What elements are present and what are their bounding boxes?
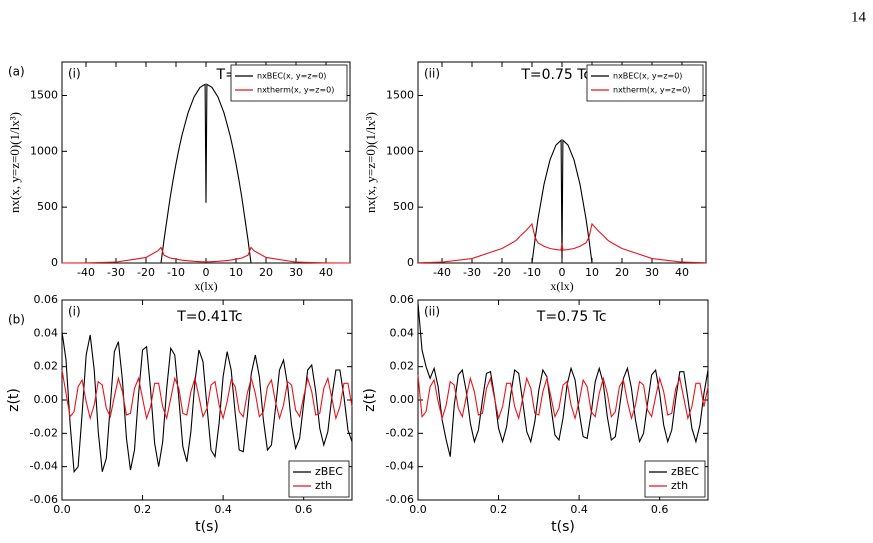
- y-tick-label: 0.06: [34, 293, 59, 306]
- legend-label: zth: [671, 479, 688, 492]
- x-tick-label: 0.0: [409, 503, 427, 516]
- x-tick-label: 0: [559, 266, 566, 279]
- y-tick-label: 1500: [386, 89, 414, 102]
- subplot: 0.0 0.2 0.4 0.6 -0.06 -0.04 -0.02 0.00 0.02 0.04 0…: [362, 293, 709, 535]
- x-tick-label: 10: [229, 266, 243, 279]
- legend-box: [288, 460, 350, 498]
- x-tick-label: -30: [107, 266, 125, 279]
- x-tick-label: 0.2: [490, 503, 508, 516]
- x-tick-label: -10: [523, 266, 541, 279]
- x-tick-label: 30: [645, 266, 659, 279]
- y-tick-label: -0.06: [30, 493, 58, 506]
- data-line: [61, 246, 351, 264]
- data-line: [61, 369, 353, 421]
- legend-label: zBEC: [671, 465, 699, 478]
- y-tick-label: 0.04: [34, 326, 59, 339]
- data-line: [417, 222, 707, 264]
- y-axis-label: z(t): [6, 388, 22, 412]
- x-tick-label: -10: [167, 266, 185, 279]
- y-tick-label: -0.02: [30, 426, 58, 439]
- y-tick-label: 1500: [30, 89, 58, 102]
- subplot-label: (i): [68, 305, 81, 319]
- legend-label: nxtherm(x, y=z=0): [257, 86, 334, 95]
- x-tick-label: -30: [463, 266, 481, 279]
- panel-label: (b): [8, 313, 25, 327]
- y-tick-label: -0.04: [30, 460, 58, 473]
- legend-label: zth: [315, 479, 332, 492]
- x-tick-label: 30: [289, 266, 303, 279]
- legend-label: nxBEC(x, y=z=0): [613, 72, 682, 81]
- x-tick-label: 0: [203, 266, 210, 279]
- data-line: [417, 374, 709, 421]
- data-line: [62, 83, 350, 264]
- x-tick-label: 0.6: [651, 503, 669, 516]
- y-tick-label: 0.02: [390, 360, 415, 373]
- subplot: 0.0 0.2 0.4 0.6 -0.06 -0.04 -0.02 0.00 0.02 0.04 0…: [6, 293, 353, 535]
- legend-label: zBEC: [315, 465, 343, 478]
- x-tick-label: 20: [615, 266, 629, 279]
- x-tick-label: -20: [493, 266, 511, 279]
- y-tick-label: 1000: [30, 144, 58, 157]
- legend-box: [644, 460, 706, 498]
- y-tick-label: 0.00: [34, 393, 59, 406]
- data-line: [417, 303, 709, 457]
- y-tick-label: 0.04: [390, 326, 415, 339]
- y-tick-label: 0.02: [34, 360, 59, 373]
- x-tick-label: 0.4: [214, 503, 232, 516]
- subplot: -40 -30 -20 -10 0 10 20 30 40 0 500 1000 1500 x(lx) nx…: [7, 61, 351, 293]
- x-tick-label: -20: [137, 266, 155, 279]
- x-tick-label: 10: [585, 266, 599, 279]
- y-tick-label: 1000: [386, 144, 414, 157]
- panel-label: (a): [8, 65, 25, 79]
- subplot: -40 -30 -20 -10 0 10 20 30 40 0 500 1000 1500 x(lx) nx…: [363, 61, 707, 293]
- legend-label: nxBEC(x, y=z=0): [257, 72, 326, 81]
- y-tick-label: -0.04: [386, 460, 414, 473]
- y-tick-label: 0: [407, 256, 414, 269]
- subplot-label: (ii): [424, 67, 440, 81]
- x-axis-label: x(lx): [194, 279, 217, 293]
- annotation: T=0.75 Tc: [520, 67, 591, 83]
- x-tick-label: -40: [433, 266, 451, 279]
- legend-box: [586, 64, 704, 102]
- subplot-label: (ii): [424, 305, 440, 319]
- y-axis-label: nx(x, y=z=0)(1/lx³): [7, 112, 22, 213]
- x-tick-label: 40: [675, 266, 689, 279]
- x-axis-label: x(lx): [550, 279, 573, 293]
- y-tick-label: -0.06: [386, 493, 414, 506]
- x-axis-label: t(s): [195, 519, 219, 535]
- annotation: T=0.41Tc: [176, 309, 242, 325]
- y-tick-label: 500: [393, 200, 414, 213]
- legend-label: nxtherm(x, y=z=0): [613, 86, 690, 95]
- annotation: T=0.75 Tc: [536, 309, 607, 325]
- subplot-label: (i): [68, 67, 81, 81]
- y-tick-label: 0.00: [390, 393, 415, 406]
- y-tick-label: 500: [37, 200, 58, 213]
- x-tick-label: 0.6: [295, 503, 313, 516]
- x-tick-label: 40: [319, 266, 333, 279]
- x-tick-label: 20: [259, 266, 273, 279]
- x-tick-label: 0.0: [53, 503, 71, 516]
- page-number: 14: [851, 9, 867, 25]
- x-tick-label: 0.4: [570, 503, 588, 516]
- y-axis-label: z(t): [362, 388, 378, 412]
- legend-box: [230, 64, 348, 102]
- y-tick-label: -0.02: [386, 426, 414, 439]
- x-tick-label: 0.2: [134, 503, 152, 516]
- x-axis-label: t(s): [551, 519, 575, 535]
- y-axis-label: nx(x, y=z=0)(1/lx³): [363, 112, 378, 213]
- y-tick-label: 0: [51, 256, 58, 269]
- y-tick-label: 0.06: [390, 293, 415, 306]
- x-tick-label: -40: [77, 266, 95, 279]
- data-line: [418, 139, 706, 264]
